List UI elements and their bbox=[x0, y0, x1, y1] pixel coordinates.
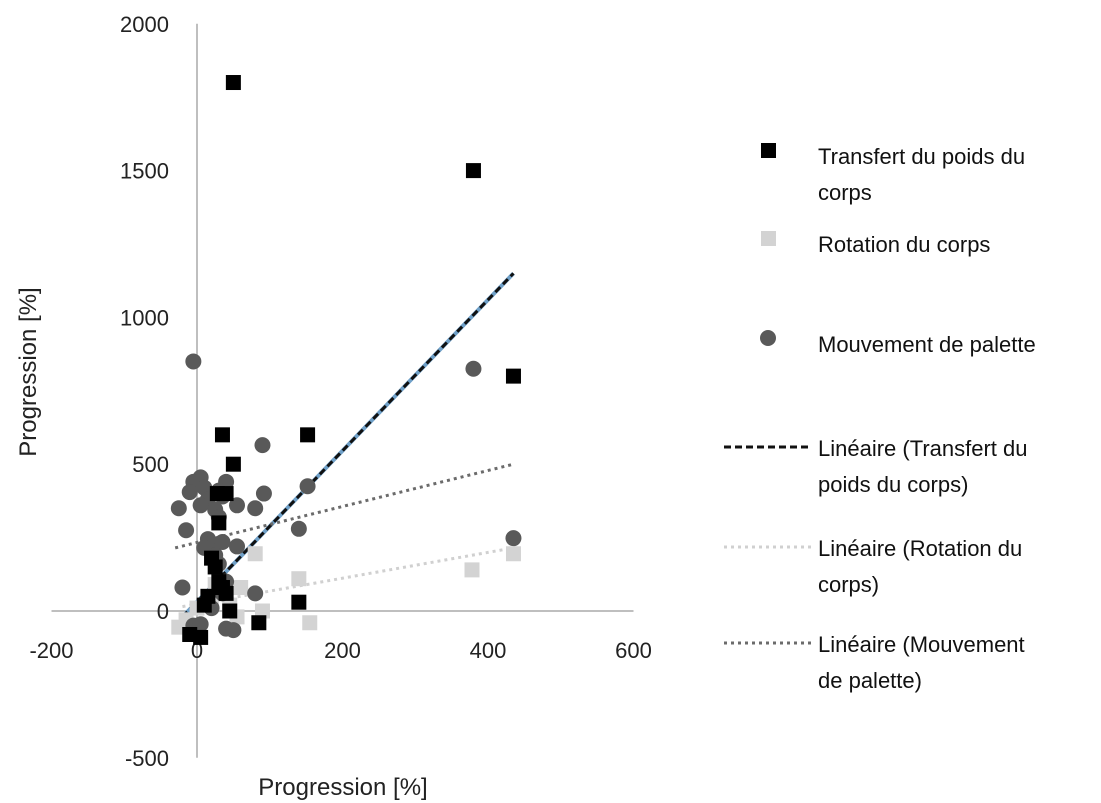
series-point bbox=[214, 534, 231, 551]
series-point bbox=[291, 571, 307, 587]
y-axis-title: Progression [%] bbox=[15, 287, 42, 456]
series-point bbox=[196, 597, 212, 613]
series-point bbox=[233, 580, 249, 596]
series-point bbox=[254, 437, 271, 454]
series-point bbox=[251, 615, 267, 631]
series-point bbox=[255, 485, 272, 502]
legend-symbol bbox=[761, 143, 776, 158]
series-point bbox=[218, 486, 234, 502]
series-point bbox=[214, 427, 230, 443]
x-tick-label: -200 bbox=[29, 638, 73, 663]
series-point bbox=[465, 360, 482, 377]
series-point bbox=[505, 530, 522, 547]
series-point bbox=[247, 500, 264, 517]
series-point bbox=[178, 522, 195, 539]
y-tick-label: 2000 bbox=[120, 12, 169, 37]
series-point bbox=[229, 497, 246, 514]
y-tick-label: 1000 bbox=[120, 305, 169, 330]
trendline-1 bbox=[182, 546, 514, 609]
series-point bbox=[247, 546, 263, 562]
series-point bbox=[302, 615, 318, 631]
y-tick-label: -500 bbox=[125, 746, 169, 771]
legend-label: corps bbox=[818, 180, 872, 205]
series-point bbox=[181, 484, 198, 501]
series-point bbox=[247, 585, 264, 602]
trendline-0 bbox=[181, 272, 515, 618]
x-tick-label: 400 bbox=[470, 638, 507, 663]
series-point bbox=[225, 622, 242, 639]
series-point bbox=[174, 579, 191, 596]
trendline-2 bbox=[174, 462, 514, 550]
legend-label: de palette) bbox=[818, 668, 922, 693]
series-point bbox=[465, 163, 481, 179]
series-point bbox=[170, 500, 187, 517]
y-tick-label: 1500 bbox=[120, 159, 169, 184]
x-axis-title: Progression [%] bbox=[258, 774, 427, 801]
series-point bbox=[291, 594, 307, 610]
legend-label: corps) bbox=[818, 572, 879, 597]
series-point bbox=[225, 456, 241, 472]
series-point bbox=[254, 603, 270, 619]
series-point bbox=[218, 585, 234, 601]
series-point bbox=[207, 559, 223, 575]
legend-label: Transfert du poids du bbox=[818, 144, 1025, 169]
data-points bbox=[170, 75, 522, 645]
x-tick-label: 600 bbox=[615, 638, 652, 663]
series-point bbox=[229, 538, 246, 555]
legend: Transfert du poids du corps Rotation du co… bbox=[724, 143, 1036, 693]
legend-label: poids du corps) bbox=[818, 472, 968, 497]
legend-label: Rotation du corps bbox=[818, 232, 990, 257]
series-point bbox=[300, 427, 316, 443]
legend-label: Linéaire (Mouvement bbox=[818, 632, 1025, 657]
legend-label: Linéaire (Rotation du bbox=[818, 536, 1022, 561]
legend-label: Mouvement de palette bbox=[818, 332, 1036, 357]
y-tick-label: 0 bbox=[157, 599, 169, 624]
legend-symbol bbox=[761, 231, 776, 246]
y-tick-label: 500 bbox=[132, 452, 169, 477]
series-point bbox=[185, 353, 202, 370]
series-point bbox=[290, 520, 307, 537]
x-tick-label: 200 bbox=[324, 638, 361, 663]
series-point bbox=[225, 75, 241, 91]
legend-symbol bbox=[760, 330, 776, 346]
series-point bbox=[211, 515, 227, 531]
series-point bbox=[299, 478, 316, 495]
series-point bbox=[192, 497, 209, 514]
series-point bbox=[464, 562, 480, 578]
series-point bbox=[505, 546, 521, 562]
series-point bbox=[505, 368, 521, 384]
series-point bbox=[193, 629, 209, 645]
trendlines bbox=[174, 271, 515, 619]
series-point bbox=[222, 603, 238, 619]
legend-label: Linéaire (Transfert du bbox=[818, 436, 1028, 461]
